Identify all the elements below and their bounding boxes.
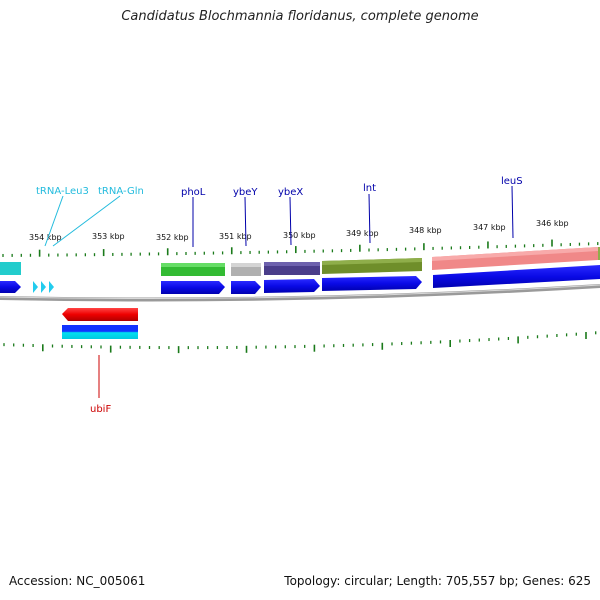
map-title: Candidatus Blochmannia floridanus, compl… <box>121 9 479 24</box>
gene-labels: tRNA-Leu3 tRNA-Gln phoL ybeY ybeX lnt le… <box>36 176 523 415</box>
cog-segment <box>0 262 21 275</box>
reverse-strand-track <box>62 308 138 339</box>
kbp-label: 351 kbp <box>219 232 252 241</box>
trna-arrow <box>33 281 38 293</box>
cds-arrow <box>0 281 21 293</box>
genome-backbone <box>0 284 600 302</box>
cds-arrow-leuS <box>433 265 600 288</box>
gene-label: lnt <box>363 183 376 194</box>
gene-label: leuS <box>501 176 523 187</box>
forward-strand-track <box>0 265 600 294</box>
kbp-label: 349 kbp <box>346 229 379 238</box>
kbp-label: 347 kbp <box>473 223 506 232</box>
kbp-label: 346 kbp <box>536 219 569 228</box>
trna-arrow <box>49 281 54 293</box>
cog-segment-ubiF <box>62 325 138 339</box>
kbp-label: 350 kbp <box>283 231 316 240</box>
cds-arrow-ybeY <box>231 281 261 294</box>
gene-label: ubiF <box>90 404 111 415</box>
cds-arrow-lnt <box>322 276 422 291</box>
cds-arrow-ybeX <box>264 279 320 293</box>
leader-lines <box>44 185 514 398</box>
kbp-label: 348 kbp <box>409 226 442 235</box>
gene-label: tRNA-Gln <box>98 186 144 197</box>
scale-labels: 354 kbp 353 kbp 352 kbp 351 kbp 350 kbp … <box>29 219 569 242</box>
cog-track <box>0 247 600 276</box>
scale-ticks-bottom <box>3 331 597 354</box>
gene-label: ybeX <box>278 187 303 198</box>
kbp-label: 354 kbp <box>29 233 62 242</box>
gene-label: ybeY <box>233 187 258 198</box>
gene-label: phoL <box>181 187 206 198</box>
trna-arrow <box>41 281 46 293</box>
kbp-label: 353 kbp <box>92 232 125 241</box>
genome-summary-text: Topology: circular; Length: 705,557 bp; … <box>284 574 591 588</box>
accession-text: Accession: NC_005061 <box>9 574 146 588</box>
cds-arrow-ubiF <box>62 308 138 321</box>
scale-ticks-top <box>2 239 599 257</box>
kbp-label: 352 kbp <box>156 233 189 242</box>
gene-label: tRNA-Leu3 <box>36 186 89 197</box>
cds-arrow-phoL <box>161 281 225 294</box>
